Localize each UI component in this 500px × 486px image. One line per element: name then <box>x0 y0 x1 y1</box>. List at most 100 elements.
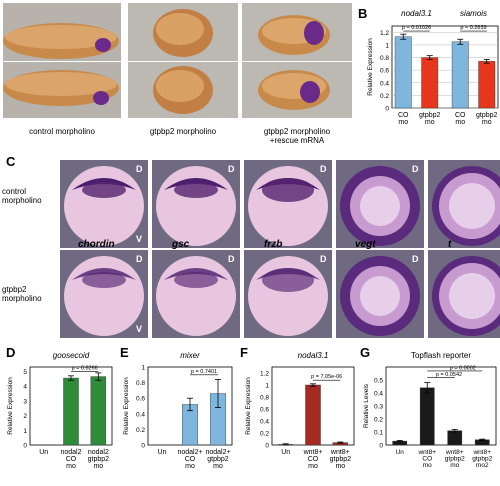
y-tick-label: 1.2 <box>380 30 389 37</box>
dorsal-label: D <box>412 254 419 264</box>
in-situ-embryo-photo <box>60 160 148 248</box>
p-value-label: p = 0.2639 <box>460 25 486 31</box>
y-tick-label: 0.6 <box>260 407 269 414</box>
y-tick-label: 0 <box>265 443 269 450</box>
panel-label-g: G <box>360 345 371 360</box>
tadpole-photo-control-bottom <box>3 62 121 118</box>
x-tick-label: nodal2 CO mo <box>60 449 81 470</box>
tadpole-photo-control-top <box>3 3 121 61</box>
bar <box>90 376 107 446</box>
y-tick-label: 0.5 <box>374 378 383 385</box>
y-tick-label: 1 <box>23 428 27 435</box>
bar <box>421 57 439 109</box>
group-title: nodal3.1 <box>401 9 432 18</box>
p-value-label: p = 0.7401 <box>191 369 217 375</box>
in-situ-embryo-photo <box>336 250 424 338</box>
embryo-photo-rescue-top <box>242 3 352 61</box>
y-tick-label: 0.3 <box>374 404 383 411</box>
y-tick-label: 0.2 <box>374 417 383 424</box>
y-tick-label: 0 <box>379 443 383 450</box>
in-situ-embryo-photo <box>152 160 240 248</box>
y-tick-label: 0.8 <box>380 55 389 62</box>
chart-b: 0 0.2 0.4 0.6 0.8 1 1.2 Relative Expression CO mo… <box>367 9 499 126</box>
in-situ-embryo-photo <box>428 250 500 338</box>
y-tick-label: 0.6 <box>380 68 389 75</box>
panel-label-b: B <box>358 6 368 21</box>
gene-label-t: t <box>448 239 452 250</box>
plot-frame <box>385 366 497 446</box>
y-tick-label: 1 <box>141 365 145 372</box>
y-tick-label: 0.4 <box>374 391 383 398</box>
x-tick-label: gtpbp2 mo <box>476 112 498 126</box>
y-tick-label: 1 <box>385 42 389 49</box>
row-label-control-morpholino: control morpholino <box>2 187 42 205</box>
x-tick-label: wnt8+ gtpbp2 mo2 <box>472 449 492 469</box>
x-tick-label: gtpbp2 mo <box>419 112 441 126</box>
panel-label-d: D <box>6 345 16 360</box>
gene-label-gsc: gsc <box>172 239 190 250</box>
y-tick-label: 0.2 <box>380 93 389 100</box>
bar <box>305 384 321 446</box>
in-situ-embryo-photo <box>152 250 240 338</box>
y-tick-label: 5 <box>23 369 27 376</box>
gene-label-frzb: frzb <box>264 239 283 250</box>
panel-label-f: F <box>240 345 248 360</box>
bar <box>394 36 412 109</box>
gene-label-chordin: chordin <box>78 239 115 250</box>
panel-label-c: C <box>6 154 16 169</box>
caption-control-morpholino: control morpholino <box>29 127 95 136</box>
dorsal-label: D <box>320 254 327 264</box>
x-tick-label: wnt8+ CO mo <box>303 449 323 470</box>
y-tick-label: 0 <box>23 443 27 450</box>
y-tick-label: 1 <box>265 383 269 390</box>
y-tick-label: 0.8 <box>136 380 145 387</box>
y-tick-label: 0.8 <box>260 395 269 402</box>
chart-g: 0 0.1 0.2 0.3 0.4 0.5 Relative Levels Un wnt8+ CO… <box>363 351 497 469</box>
ventral-label: V <box>136 234 143 244</box>
chart-title: goosecoid <box>53 351 90 360</box>
panel-label-e: E <box>120 345 129 360</box>
x-tick-label: nodal2+ CO mo <box>177 449 202 470</box>
in-situ-embryo-photo <box>428 160 500 248</box>
dorsal-label: D <box>320 164 327 174</box>
y-axis-label: Relative Expression <box>367 38 374 96</box>
p-value-label: p = 7.05e-06 <box>311 374 342 380</box>
p-value-label: p = 0.01026 <box>402 25 431 31</box>
group-title: siamois <box>460 9 487 18</box>
in-situ-embryo-photo <box>60 250 148 338</box>
chart-d: 0 1 2 3 4 5 Relative Expression Un nodal2 CO mo nod… <box>7 351 113 470</box>
p-value-label: p = 0.0542 <box>436 372 462 378</box>
y-tick-label: 0.2 <box>136 427 145 434</box>
y-tick-label: 2 <box>23 413 27 420</box>
x-tick-label: CO mo <box>398 112 409 126</box>
embryo-photo-gtpbp2-bottom <box>128 62 238 118</box>
y-axis-label: Relative Expression <box>245 377 252 435</box>
embryo-photo-rescue-bottom <box>242 62 352 118</box>
p-value-label: p = 0.0002 <box>450 365 476 371</box>
x-tick-label: CO mo <box>455 112 466 126</box>
x-tick-label: Un <box>158 449 167 456</box>
y-axis-label: Relative Levels <box>363 383 370 428</box>
dorsal-label: D <box>412 164 419 174</box>
ventral-label: V <box>136 324 143 334</box>
y-tick-label: 0 <box>141 443 145 450</box>
y-tick-label: 1.2 <box>260 371 269 378</box>
in-situ-embryo-photo <box>244 250 332 338</box>
x-tick-label: nodal2+ gtpbp2 mo <box>205 449 230 470</box>
x-tick-label: wnt8+ gtpbp2 mo <box>445 449 465 469</box>
row-label-gtpbp2-morpholino: gtpbp2 morpholino <box>2 285 42 303</box>
y-axis-label: Relative Expression <box>7 377 14 435</box>
chart-title: mixer <box>180 351 200 360</box>
x-tick-label: Un <box>281 449 290 456</box>
gene-label-vegt: vegt <box>355 239 376 250</box>
x-tick-label: Un <box>39 449 48 456</box>
dorsal-label: D <box>136 254 143 264</box>
in-situ-embryo-photo <box>336 160 424 248</box>
chart-e: 0 0.2 0.4 0.6 0.8 1 Relative Expression Un nodal… <box>123 351 233 470</box>
bar <box>419 387 435 446</box>
y-tick-label: 3 <box>23 398 27 405</box>
bar <box>63 377 79 446</box>
embryo-photo-gtpbp2-top <box>128 3 238 61</box>
in-situ-embryo-photo <box>244 160 332 248</box>
y-tick-label: 0.4 <box>136 411 145 418</box>
